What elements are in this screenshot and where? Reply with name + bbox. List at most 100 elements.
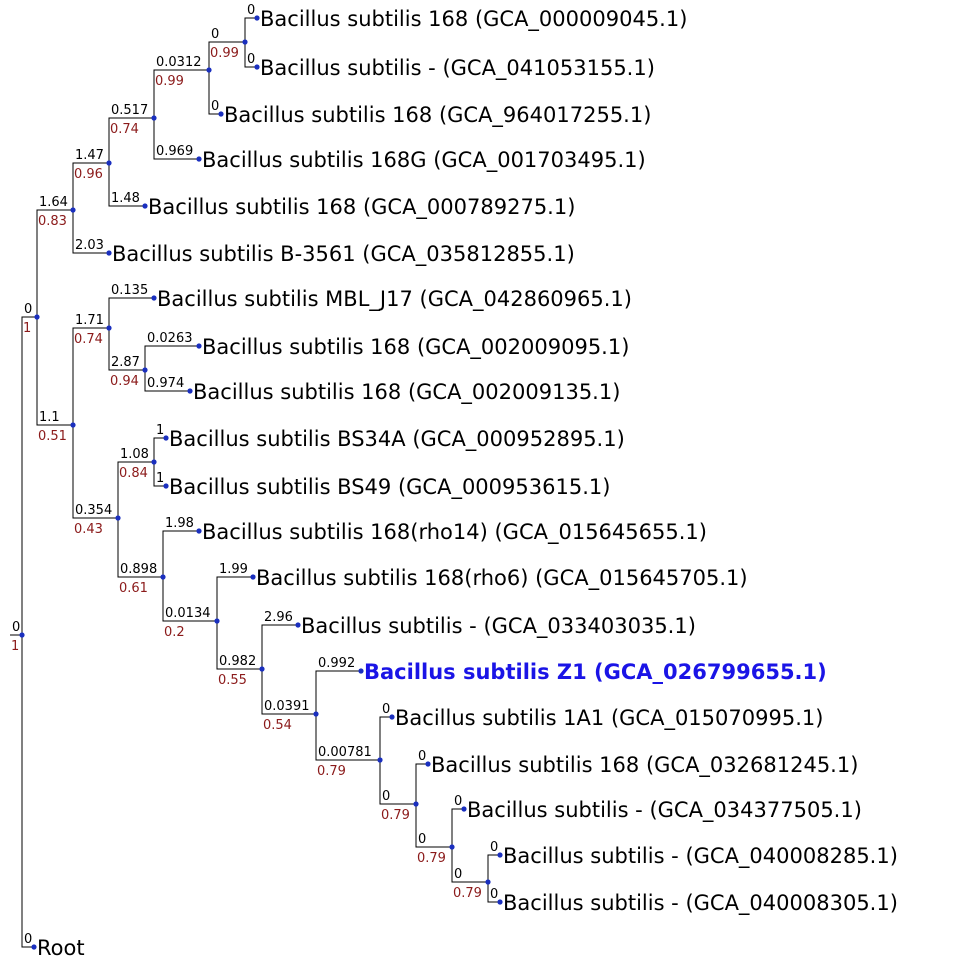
support-value-c: 0.96	[74, 167, 103, 182]
branch-length-c: 1.47	[75, 148, 104, 163]
branch-m	[117, 518, 163, 578]
node-dot-l2	[254, 64, 260, 70]
branch-p	[261, 669, 316, 715]
node-dot-o	[259, 666, 265, 672]
support-value-n: 0.2	[164, 625, 185, 640]
branch-length-l20: 0	[490, 887, 498, 902]
node-dot-l6	[106, 250, 112, 256]
branch-length-k: 1.08	[120, 447, 149, 462]
node-dot-n	[214, 618, 220, 624]
leaf-label-l13: Bacillus subtilis 168(rho6) (GCA_0156457…	[256, 566, 748, 591]
leaf-label-l12: Bacillus subtilis 168(rho14) (GCA_015645…	[202, 520, 707, 545]
branch-length-l18: 0	[454, 794, 462, 809]
branch-length-l8: 0.0263	[147, 331, 193, 346]
support-value-g: 0.51	[38, 429, 67, 444]
branch-length-l7: 0.135	[111, 283, 148, 298]
branch-n	[162, 577, 217, 622]
node-dot-l7	[151, 295, 157, 301]
node-dot-k	[151, 459, 157, 465]
leaf-label-l16: Bacillus subtilis 1A1 (GCA_015070995.1)	[395, 706, 823, 731]
node-dot-r	[413, 801, 419, 807]
branch-length-j: 0.354	[75, 503, 112, 518]
node-dot-l16	[389, 714, 395, 720]
branch-length-leaf_root: 0	[24, 932, 32, 947]
branch-length-l6: 2.03	[75, 238, 104, 253]
branch-l12	[162, 530, 199, 577]
branch-h	[72, 327, 109, 425]
branch-length-l2: 0	[247, 52, 255, 67]
node-dot-l17	[425, 761, 431, 767]
branch-length-d: 0.517	[111, 103, 148, 118]
branch-length-l1: 0	[247, 3, 255, 18]
branch-length-f: 0	[211, 27, 219, 42]
node-dot-l10	[163, 435, 169, 441]
leaf-label-l8: Bacillus subtilis 168 (GCA_002009095.1)	[202, 335, 629, 360]
node-dot-l12	[196, 528, 202, 534]
branch-length-a: 0	[24, 302, 32, 317]
node-dot-i	[142, 367, 148, 373]
leaf-label-l10: Bacillus subtilis BS34A (GCA_000952895.1…	[169, 427, 625, 452]
branch-j	[72, 425, 118, 519]
support-value-e: 0.99	[155, 74, 184, 89]
branch-length-b: 1.64	[39, 195, 68, 210]
node-dot-l8	[196, 343, 202, 349]
branch-l15	[315, 670, 361, 714]
support-value-p: 0.54	[263, 718, 292, 733]
branch-c	[72, 162, 109, 210]
support-value-h: 0.74	[74, 332, 103, 347]
branch-l9	[144, 370, 190, 392]
branch-length-l15: 0.992	[318, 656, 355, 671]
leaf-label-l1: Bacillus subtilis 168 (GCA_000009045.1)	[260, 7, 687, 32]
support-value-d: 0.74	[110, 122, 139, 137]
node-dot-l19	[497, 852, 503, 858]
branch-length-l17: 0	[418, 749, 426, 764]
branch-length-g: 1.1	[39, 410, 60, 425]
node-dot-q	[377, 757, 383, 763]
branch-d	[108, 117, 154, 163]
branch-l5	[108, 163, 145, 207]
node-dot-a	[34, 314, 40, 320]
branch-l8	[144, 345, 199, 370]
branch-length-l3: 0	[211, 99, 219, 114]
branch-i	[108, 328, 145, 371]
leaf-label-l4: Bacillus subtilis 168G (GCA_001703495.1)	[202, 148, 646, 173]
node-dot-m	[160, 574, 166, 580]
tree-nodes	[19, 15, 503, 950]
node-dot-d	[151, 115, 157, 121]
node-dot-l3	[218, 111, 224, 117]
branch-leaf_root	[21, 635, 34, 948]
support-value-j: 0.43	[74, 522, 103, 537]
branch-length-l19: 0	[490, 840, 498, 855]
branch-length-h: 1.71	[75, 313, 104, 328]
node-dot-l14	[295, 622, 301, 628]
support-value-m: 0.61	[119, 581, 148, 596]
leaf-label-l18: Bacillus subtilis - (GCA_034377505.1)	[467, 798, 862, 823]
tree-labels: 0 1 0 Root 0 1 1.64 0.83 1.47 0.96 0.517 0.74 0.0312…	[11, 3, 898, 960]
branch-b	[36, 209, 73, 317]
branch-f	[208, 41, 245, 70]
leaf-label-l7: Bacillus subtilis MBL_J17 (GCA_042860965…	[157, 287, 632, 312]
leaf-label-l17: Bacillus subtilis 168 (GCA_032681245.1)	[431, 753, 858, 778]
branch-length-l5: 1.48	[111, 191, 140, 206]
branch-length-r: 0	[382, 789, 390, 804]
branch-g	[36, 317, 73, 426]
support-value-root: 1	[11, 639, 19, 654]
leaf-label-l15: Bacillus subtilis Z1 (GCA_026799655.1)	[364, 660, 827, 684]
branch-length-l12: 1.98	[165, 516, 194, 531]
branch-l10	[153, 437, 166, 462]
branch-q	[315, 714, 380, 761]
leaf-label-l9: Bacillus subtilis 168 (GCA_002009135.1)	[193, 380, 620, 405]
node-dot-root	[19, 632, 25, 638]
support-value-b: 0.83	[38, 214, 67, 229]
branch-a	[21, 316, 37, 635]
support-value-q: 0.79	[317, 764, 346, 779]
node-dot-l5	[142, 203, 148, 209]
branch-l6	[72, 210, 109, 254]
branch-l2	[244, 42, 257, 68]
support-value-t: 0.79	[453, 886, 482, 901]
node-dot-l11	[163, 483, 169, 489]
support-value-r: 0.79	[381, 808, 410, 823]
branch-k	[117, 461, 154, 518]
branch-s	[415, 804, 452, 848]
